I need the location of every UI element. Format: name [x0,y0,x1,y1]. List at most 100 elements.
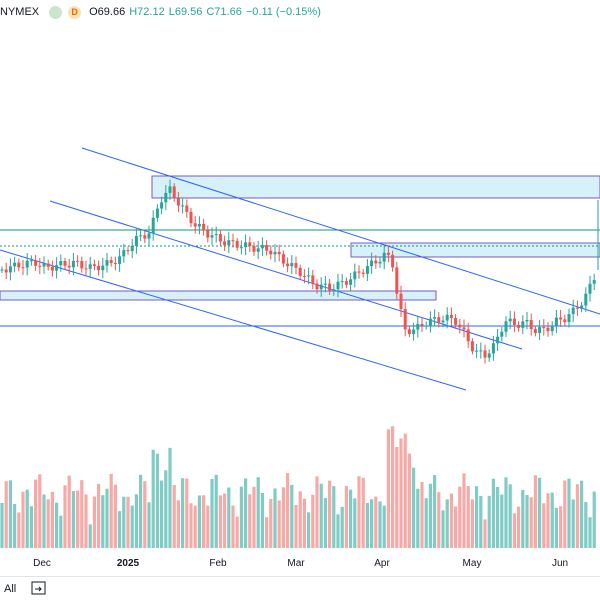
volume-bar [580,480,584,548]
price-candle-body [101,265,105,271]
price-candle-body [260,245,264,249]
price-candle-body [344,281,348,285]
volume-bar [147,502,151,548]
price-candle-body [134,235,138,246]
price-candle-body [122,250,126,257]
volume-bar [470,499,474,548]
price-candle-body [210,235,214,238]
volume-bar [105,488,109,548]
volume-bar [109,473,113,548]
volume-bar [113,484,117,548]
price-candle-body [34,260,38,266]
price-candle-body [105,260,109,266]
volume-bar [260,493,264,548]
price-candle-body [588,283,592,294]
volume-bar [227,487,231,548]
volume-bar [311,494,315,548]
price-candle-body [538,327,542,334]
price-candle-body [420,323,424,326]
volume-bar [143,481,147,548]
price-candle-body [391,254,395,268]
volume-bar [407,453,411,548]
price-candle-body [349,279,353,285]
volume-bar [189,503,193,548]
price-candle-body [307,275,311,277]
volume-bar [546,493,550,548]
volume-bar [550,492,554,548]
price-candle-body [378,261,382,264]
ohlc-low: L69.56 [168,6,203,18]
price-candle-body [227,240,231,246]
price-candle-body [298,267,302,277]
price-candle-body [281,254,285,264]
volume-bar [4,481,8,548]
volume-bar [155,453,159,548]
price-candle-body [311,275,315,284]
price-candle-body [176,198,180,206]
symbol-exchange[interactable]: NYMEX [0,6,40,18]
price-candle-body [336,281,340,290]
price-candle-body [437,317,441,323]
price-candle-body [84,268,88,270]
volume-bar [290,484,294,548]
volume-bar [403,433,407,548]
price-candle-body [424,325,428,327]
volume-bar [554,507,558,548]
goto-date-icon[interactable] [30,580,48,596]
channel-lower-line [0,249,467,391]
price-candle-body [458,324,462,328]
price-candle-body [512,318,516,325]
price-candle-body [504,321,508,332]
price-candle-body [164,192,168,203]
volume-bar [437,492,441,548]
price-candle-body [8,266,12,273]
price-candle-body [554,317,558,326]
volume-bar [97,483,101,548]
volume-bar [252,486,256,548]
price-candle-body [416,323,420,330]
price-candle-body [571,307,575,315]
price-candle-body [454,318,458,325]
volume-bar [8,480,12,548]
volume-bar [559,506,563,548]
volume-bar [475,486,479,548]
price-candle-body [76,260,80,262]
volume-bar [344,486,348,548]
volume-bar [428,483,432,548]
price-candle-body [97,265,101,271]
price-candle-body [0,269,4,271]
price-candle-body [546,327,550,332]
price-candle-body [189,211,193,224]
volume-bar [101,495,105,548]
volume-bar [185,478,189,548]
price-candle-body [88,264,92,269]
price-candle-body [63,261,67,266]
price-candle-body [214,234,218,236]
price-candle-body [370,260,374,267]
price-candle-body [466,329,470,342]
volume-bar [391,426,395,548]
volume-bar [424,498,428,548]
range-all-button[interactable]: All [4,583,17,595]
volume-bar [239,486,243,548]
volume-bar [332,486,336,548]
price-chart[interactable]: Dec 2025 Feb Mar Apr May Jun [0,0,600,576]
price-candle-body [433,317,437,319]
volume-bar [17,512,21,548]
price-candle-body [55,265,59,271]
volume-bar [29,506,33,548]
price-candle-body [265,245,269,251]
price-candle-body [323,283,327,285]
price-candle-body [181,205,185,207]
price-candle-body [340,281,344,283]
volume-bar [449,493,453,548]
volume-bar [323,498,327,548]
volume-bar [80,480,84,548]
price-candle-body [59,261,63,266]
price-candle-body [563,319,567,323]
volume-bar [244,478,248,548]
volume-bar [118,511,122,548]
volume-bar [59,515,63,548]
price-candle-body [412,329,416,334]
price-candle-body [470,341,474,352]
